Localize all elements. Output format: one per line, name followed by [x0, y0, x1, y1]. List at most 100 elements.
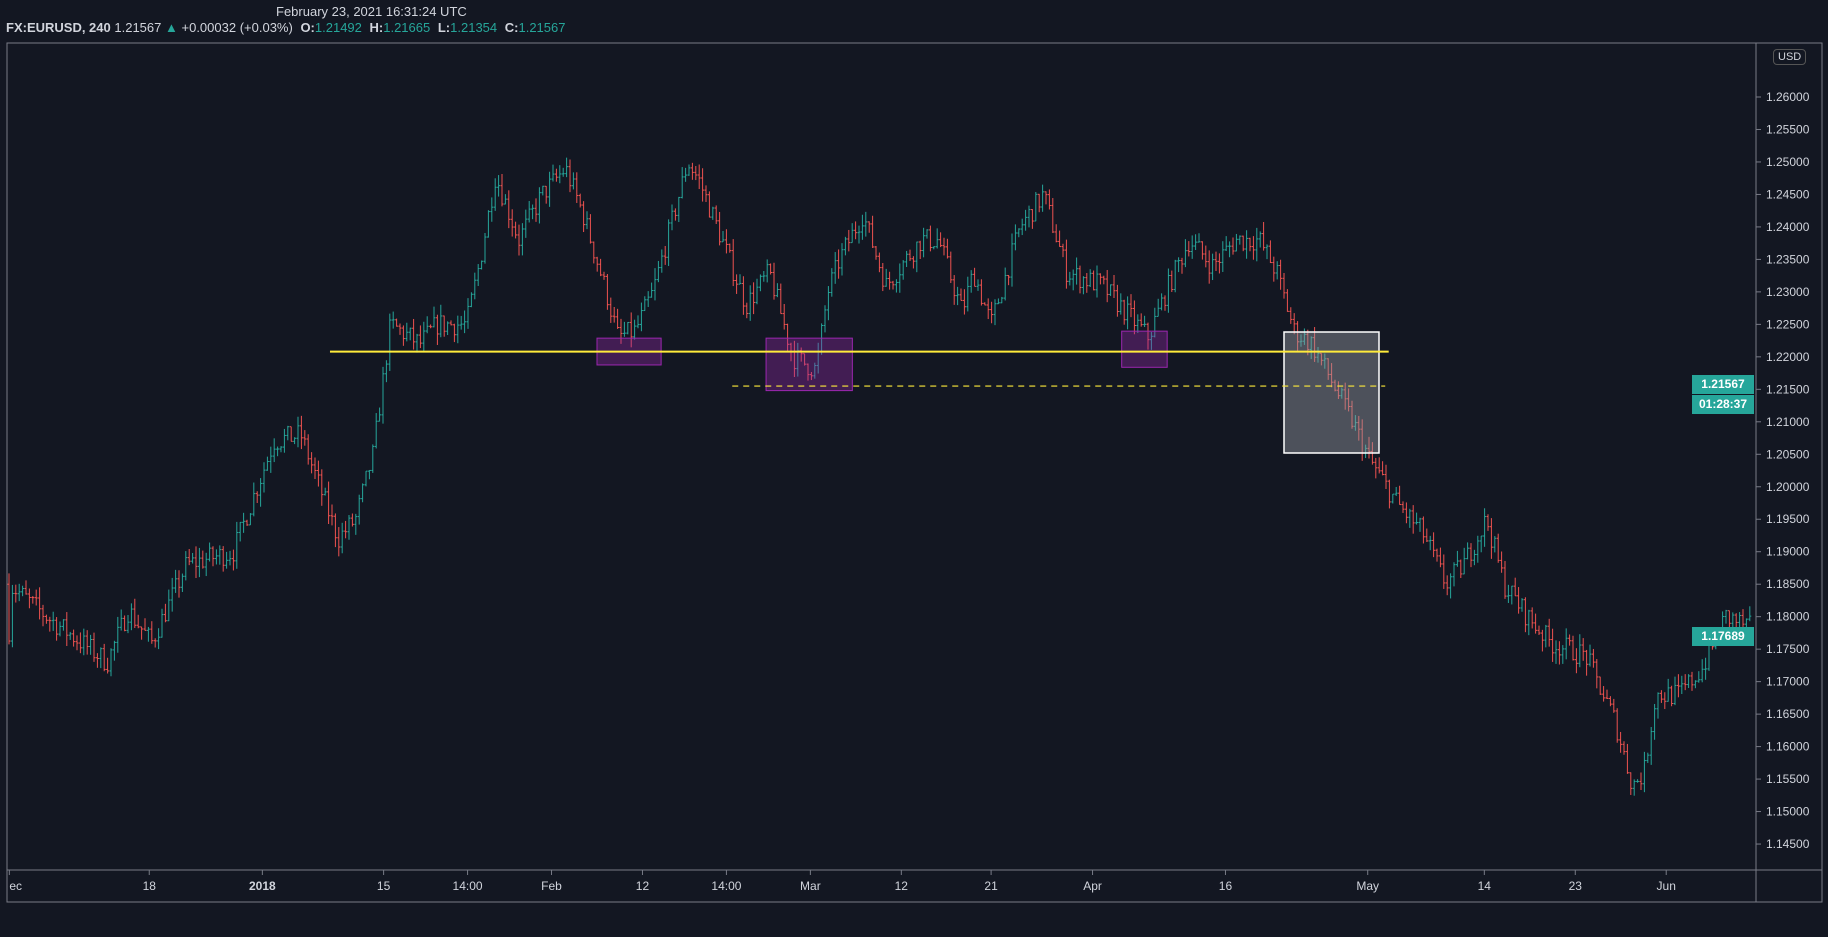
ohlc-bar [1680, 675, 1684, 695]
ohlc-bar [1598, 676, 1602, 695]
ohlc-bar [758, 274, 762, 292]
ohlc-bar [1054, 224, 1058, 243]
ohlc-bar [7, 573, 11, 645]
ohlc-bar [1075, 257, 1079, 285]
price-tick-label: 1.17500 [1766, 642, 1810, 656]
ohlc-bar [599, 258, 603, 277]
ohlc-bar [126, 614, 130, 634]
ohlc-bar [905, 250, 909, 267]
ohlc-bar [1156, 298, 1160, 317]
ohlc-bar [68, 631, 72, 640]
ohlc-bar [320, 469, 324, 506]
ohlc-bar [1353, 415, 1357, 431]
ohlc-bar [1248, 237, 1252, 252]
demand-zone-rectangle[interactable] [1121, 330, 1168, 368]
ohlc-bar [306, 434, 310, 465]
demand-zone-rectangle[interactable] [765, 337, 853, 392]
ohlc-bar [55, 617, 59, 641]
ohlc-bar [860, 214, 864, 240]
ohlc-bar [1034, 191, 1038, 222]
ohlc-bar [1486, 514, 1490, 531]
ohlc-bar [1343, 382, 1347, 410]
ohlc-bar [1578, 634, 1582, 668]
ohlc-bar [775, 283, 779, 298]
ohlc-bar [1510, 585, 1514, 605]
ohlc-bar [1608, 696, 1612, 707]
ohlc-bar [969, 270, 973, 293]
price-tick-label: 1.25000 [1766, 155, 1810, 169]
time-tick-label: 14:00 [453, 879, 483, 893]
ohlc-bar [401, 325, 405, 346]
ohlc-bar [714, 205, 718, 225]
ohlc-bar [231, 549, 235, 571]
ohlc-bar [514, 221, 518, 239]
ohlc-bar [646, 291, 650, 307]
ohlc-bar [1200, 241, 1204, 260]
ohlc-bar [347, 514, 351, 540]
ohlc-bar [752, 282, 756, 315]
time-tick-label: ec [9, 879, 22, 893]
ohlc-bar [571, 172, 575, 190]
currency-button[interactable]: USD [1773, 49, 1807, 65]
ohlc-bar [1064, 239, 1068, 289]
ohlc-bar [877, 252, 881, 273]
ohlc-bar [891, 280, 895, 290]
highlight-rectangle[interactable] [1283, 331, 1380, 454]
ohlc-bar [738, 274, 742, 285]
ohlc-bar [1146, 322, 1150, 350]
ohlc-bar [510, 209, 514, 237]
last-price: 1.21567 [114, 20, 162, 35]
ohlc-bar [894, 279, 898, 293]
ohlc-bar [1605, 689, 1609, 700]
ohlc-bar [1687, 674, 1691, 689]
ohlc-bar [405, 322, 409, 342]
ohlc-bar [31, 596, 35, 604]
drawings[interactable] [329, 330, 1389, 454]
ohlc-bar [1394, 486, 1398, 496]
ohlc-bar [1404, 502, 1408, 524]
ohlc-bar [826, 286, 830, 321]
price-tick-label: 1.23000 [1766, 285, 1810, 299]
ohlc-bar [1517, 587, 1521, 614]
ohlc-bar [1333, 379, 1337, 392]
ohlc-bar [323, 487, 327, 496]
ohlc-bar [1262, 222, 1266, 251]
ohlc-bar [242, 512, 246, 533]
ohlc-bar [575, 172, 579, 203]
ohlc-bar [1285, 289, 1289, 312]
symbol-label[interactable]: FX:EURUSD, 240 [6, 20, 111, 35]
ohlc-bar [51, 611, 55, 631]
close-label: C: [504, 20, 519, 35]
ohlc-bar [1238, 235, 1242, 245]
ohlc-bar [102, 643, 106, 672]
ohlc-bar [72, 629, 76, 647]
ohlc-bar [1367, 436, 1371, 459]
ohlc-bar [225, 551, 229, 569]
time-axis[interactable]: ec 18 2018 15 14:00 Feb 12 14:00 Mar 12 21 Apr 16 May… [8, 870, 1676, 893]
ohlc-bar [755, 278, 759, 305]
price-tick-label: 1.16500 [1766, 707, 1810, 721]
ohlc-bar [429, 324, 433, 329]
price-tick-label: 1.16000 [1766, 740, 1810, 754]
ohlc-bar [609, 297, 613, 323]
ohlc-bar [1462, 547, 1466, 575]
ohlc-bar [782, 304, 786, 330]
ohlc-bar [218, 545, 222, 565]
ohlc-bar [673, 208, 677, 221]
ohlc-bar [61, 619, 65, 631]
ohlc-bar [1071, 269, 1075, 291]
price-axis[interactable]: 1.26000 1.25500 1.25000 1.24500 1.24000 1.235… [1756, 90, 1810, 851]
ohlc-bar [1622, 741, 1626, 755]
ohlc-bar [527, 200, 531, 223]
ohlc-bar [245, 519, 249, 526]
ohlc-bar [140, 626, 144, 640]
ohlc-bar [177, 570, 181, 598]
ohlc-bar [1659, 690, 1663, 703]
ohlc-bar [558, 165, 562, 184]
ohlc-bar [1425, 528, 1429, 543]
ohlc-bar [289, 426, 293, 442]
ohlc-bar [65, 612, 69, 647]
ohlc-bar [435, 314, 439, 345]
ohlc-bar [24, 580, 28, 595]
